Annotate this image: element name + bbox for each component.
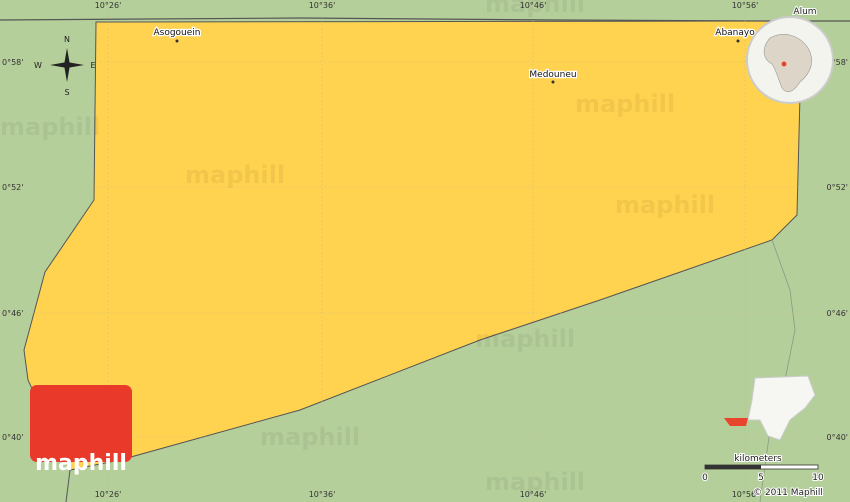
place-label: Asogouein — [153, 28, 200, 38]
border — [65, 469, 71, 502]
longitude-label: 10°56' — [732, 490, 759, 499]
globe — [746, 16, 834, 104]
watermark: maphill — [0, 113, 100, 141]
watermark: maphill — [575, 90, 675, 118]
watermark: maphill — [615, 191, 715, 219]
copyright: © 2011 Maphill — [753, 488, 823, 498]
inset — [724, 375, 816, 441]
watermark: maphill — [260, 423, 360, 451]
watermark: maphill — [475, 325, 575, 353]
place-label: Abanayo — [715, 28, 755, 38]
place-dot — [736, 39, 740, 43]
latitude-label: 0°46' — [2, 309, 23, 318]
latitude-label: 0°52' — [2, 183, 23, 192]
watermark: maphill — [485, 0, 585, 18]
latitude-label: 0°58' — [827, 58, 848, 67]
compass-n: N — [64, 35, 70, 44]
places: Asogouein Medouneu Abanayo — [152, 27, 756, 84]
latitude-label: 0°58' — [2, 58, 23, 67]
compass-s: S — [64, 88, 69, 97]
longitude-label: 10°56' — [732, 1, 759, 10]
scale-tick: 5 — [758, 473, 764, 483]
watermark: maphill — [485, 468, 585, 496]
longitude-label: 10°26' — [95, 1, 122, 10]
logo[interactable]: maphill — [30, 385, 132, 476]
longitude-label: 10°46' — [520, 1, 547, 10]
scale-bar: kilometers 0 5 10 — [701, 453, 825, 484]
scale-tick: 10 — [812, 473, 824, 483]
longitude-label: 10°46' — [520, 490, 547, 499]
logo-text[interactable]: maphill — [35, 451, 127, 476]
logo-box[interactable] — [30, 385, 132, 462]
scale-tick: 0 — [702, 473, 708, 483]
place-label: Alum — [793, 7, 816, 17]
place-label: Medouneu — [529, 70, 576, 80]
longitude-label: 10°36' — [309, 490, 336, 499]
compass-e: E — [90, 61, 95, 70]
watermarks: maphill maphill maphill maphill maphill … — [0, 0, 715, 496]
place-dot — [551, 80, 555, 84]
latitude-label: 0°52' — [827, 183, 848, 192]
place-dot — [175, 39, 179, 43]
watermark: maphill — [185, 161, 285, 189]
border — [759, 239, 796, 502]
longitude-label: 10°36' — [309, 1, 336, 10]
longitude-label: 10°26' — [95, 490, 122, 499]
compass-rose: N S E W — [34, 35, 95, 97]
compass-w: W — [34, 61, 42, 70]
region — [23, 20, 801, 471]
latitude-label: 0°40' — [827, 433, 848, 442]
latitude-label: 0°46' — [827, 309, 848, 318]
scale-unit: kilometers — [734, 454, 782, 464]
latitude-label: 0°40' — [2, 433, 23, 442]
